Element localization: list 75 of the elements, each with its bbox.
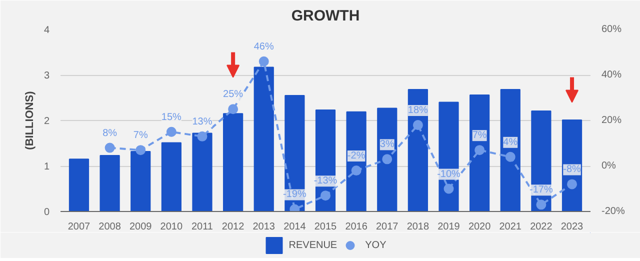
bar [438,102,459,212]
bar [192,132,212,212]
point [351,166,362,176]
y-tick-label: 0 [44,207,50,218]
point [382,154,392,164]
bar [377,108,398,212]
point [136,145,146,156]
x-tick-label: 2009 [129,222,152,232]
x-tick-label: 2011 [191,222,214,232]
x-tick-label: 2014 [284,222,306,232]
data-label: 3% [380,139,394,150]
point [567,179,578,190]
point [258,56,269,66]
y2-tick-label: 60% [602,24,622,35]
bar [531,110,552,212]
bar [500,89,520,212]
point [166,126,176,137]
x-tick-label: 2020 [468,222,492,232]
point [197,131,208,142]
bar [223,113,244,212]
y2-tick-label: -20% [602,206,625,217]
x-tick-label: 2013 [252,222,276,232]
x-tick-label: 2012 [222,222,245,232]
data-label: -13% [314,176,338,187]
x-tick-label: 2015 [314,222,338,232]
point [505,152,516,162]
data-label: -19% [283,189,306,200]
point [474,145,485,156]
x-tick-label: 2007 [68,222,91,232]
x-tick-label: 2022 [530,222,553,232]
point [536,200,546,210]
data-label: 46% [254,41,274,52]
point [228,104,238,114]
bar [161,142,182,212]
x-tick-label: 2018 [406,222,430,232]
y2-tick-label: 40% [602,70,622,80]
bar [100,155,120,212]
bar [254,66,274,212]
point [444,184,454,194]
point [104,142,115,153]
y-tick-label: 3 [44,70,50,82]
point [320,190,330,201]
data-label: 13% [192,116,212,128]
data-label: -8% [563,164,582,176]
chart-title: GROWTH [291,8,360,24]
bar [130,150,151,212]
bar [408,89,428,212]
legend-label: YOY [365,240,386,250]
y2-tick-label: 0% [602,160,616,172]
y-tick-label: 1 [44,162,50,172]
data-label: 15% [161,112,182,123]
y-tick-label: 4 [44,25,50,36]
data-label: -2% [347,150,366,162]
x-tick-label: 2021 [499,222,522,232]
x-tick-label: 2017 [376,222,399,232]
x-tick-label: 2023 [560,222,584,232]
bar [470,94,490,212]
data-label: 8% [102,128,118,139]
legend-label: REVENUE [288,240,338,250]
x-tick-label: 2008 [98,222,122,232]
y-axis-title: (BILLIONS) [24,90,36,150]
data-label: 25% [223,89,244,100]
bar [68,158,90,212]
point [412,120,423,130]
x-tick-label: 2010 [160,222,183,232]
data-label: 7% [472,130,487,142]
x-tick-label: 2019 [438,222,460,232]
data-label: -17% [530,184,553,196]
data-label: 18% [408,105,428,116]
y2-tick-label: 20% [602,115,622,126]
data-label: 4% [503,136,518,148]
data-label: 7% [133,130,148,142]
y-tick-label: 2 [44,116,50,127]
data-label: -10% [437,168,461,180]
x-tick-label: 2016 [345,222,368,232]
